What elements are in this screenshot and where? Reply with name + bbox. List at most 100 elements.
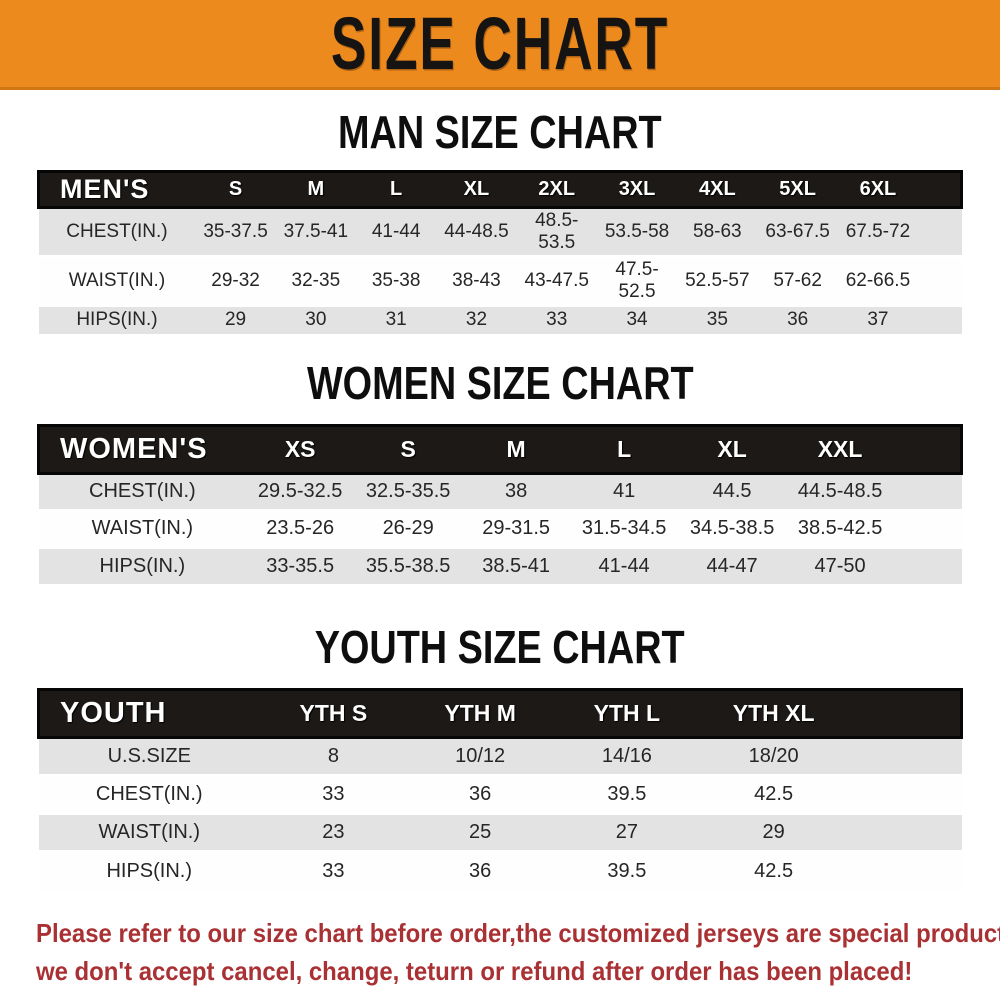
size-value-cell: 62-66.5 (837, 255, 919, 306)
size-value-cell: 29-32 (195, 255, 276, 306)
banner-title: SIZE CHART (330, 1, 670, 86)
size-value-cell: 33 (516, 304, 597, 334)
size-value-cell: 44-47 (678, 545, 787, 584)
size-value-cell: 10/12 (406, 736, 554, 776)
size-column-header: YTH S (260, 688, 407, 739)
size-value-cell: 44.5 (678, 471, 787, 510)
size-value-cell: 35-37.5 (195, 206, 276, 257)
size-value-cell: 41-44 (356, 206, 437, 257)
size-column-header: 5XL (757, 170, 838, 209)
size-value-cell: 30 (275, 304, 356, 334)
size-value-cell: 32 (436, 304, 517, 334)
size-column-header: L (570, 423, 679, 475)
size-value-cell: 35-38 (356, 255, 437, 306)
size-value-cell: 42.5 (700, 774, 848, 814)
size-value-cell: 34.5-38.5 (678, 508, 787, 547)
spacer-cell (894, 508, 962, 547)
size-column-header: 2XL (516, 170, 597, 209)
row-label: WAIST(IN.) (38, 812, 261, 852)
size-value-cell: 29 (700, 812, 848, 852)
spacer-cell (847, 774, 962, 814)
youth-section-heading: YOUTH SIZE CHART (0, 623, 1000, 674)
spacer-cell (918, 255, 962, 306)
size-column-header: L (356, 170, 437, 209)
youth-section-heading-text: YOUTH SIZE CHART (315, 623, 685, 674)
size-value-cell: 36 (406, 774, 554, 814)
size-value-cell: 58-63 (677, 206, 758, 257)
table-row: HIPS(IN.) 33 36 39.5 42.5 (38, 850, 962, 890)
size-value-cell: 57-62 (757, 255, 838, 306)
notice-line-2: we don't accept cancel, change, teturn o… (36, 955, 913, 986)
row-label: WAIST(IN.) (38, 255, 196, 306)
row-label: U.S.SIZE (38, 736, 261, 776)
size-column-header: M (275, 170, 356, 209)
size-value-cell: 35 (677, 304, 758, 334)
table-row: WAIST(IN.) 23 25 27 29 (38, 812, 962, 852)
table-row: U.S.SIZE 8 10/12 14/16 18/20 (38, 736, 962, 776)
spacer-cell (918, 206, 962, 257)
men-section-heading-text: MAN SIZE CHART (338, 108, 662, 159)
size-column-header: 3XL (596, 170, 678, 209)
size-column-header: 4XL (677, 170, 758, 209)
row-label: HIPS(IN.) (38, 304, 196, 334)
size-value-cell: 31.5-34.5 (570, 508, 679, 547)
size-value-cell: 38.5-41 (462, 545, 571, 584)
size-column-header: YTH M (406, 688, 554, 739)
youth-size-section: YOUTH SIZE CHART YOUTH YTH S YTH M YTH L… (0, 623, 1000, 890)
size-value-cell: 32-35 (275, 255, 356, 306)
size-column-header: S (354, 423, 463, 475)
women-size-section: WOMEN SIZE CHART WOMEN'S XS S M L XL XXL (0, 359, 1000, 584)
notice-line-1: Please refer to our size chart before or… (36, 917, 1000, 948)
size-value-cell: 52.5-57 (677, 255, 758, 306)
size-value-cell: 63-67.5 (757, 206, 838, 257)
table-row: HIPS(IN.) 33-35.5 35.5-38.5 38.5-41 41-4… (38, 545, 962, 584)
size-value-cell: 33 (260, 774, 407, 814)
row-label: CHEST(IN.) (38, 774, 261, 814)
womens-table-label: WOMEN'S (37, 423, 247, 475)
size-value-cell: 48.5-53.5 (516, 206, 597, 257)
size-value-cell: 35.5-38.5 (354, 545, 463, 584)
youth-header-row: YOUTH YTH S YTH M YTH L YTH XL (37, 688, 964, 739)
size-value-cell: 18/20 (700, 736, 848, 776)
size-value-cell: 14/16 (553, 736, 701, 776)
spacer-cell (894, 423, 964, 475)
size-value-cell: 31 (356, 304, 437, 334)
size-value-cell: 42.5 (700, 850, 848, 890)
men-size-section: MAN SIZE CHART MEN'S S M L XL 2XL 3XL 4X… (0, 108, 1000, 334)
spacer-cell (847, 850, 962, 890)
size-value-cell: 36 (757, 304, 838, 334)
spacer-cell (918, 170, 964, 209)
spacer-cell (847, 812, 962, 852)
size-value-cell: 37.5-41 (275, 206, 356, 257)
women-section-heading: WOMEN SIZE CHART (0, 359, 1000, 410)
size-value-cell: 37 (837, 304, 919, 334)
size-value-cell: 36 (406, 850, 554, 890)
size-value-cell: 23 (260, 812, 407, 852)
size-column-header: 6XL (837, 170, 919, 209)
men-section-heading: MAN SIZE CHART (0, 108, 1000, 159)
youth-table-label: YOUTH (37, 688, 261, 739)
size-value-cell: 29-31.5 (462, 508, 571, 547)
youth-size-table: YOUTH YTH S YTH M YTH L YTH XL U.S.SIZE … (37, 688, 964, 890)
size-value-cell: 29.5-32.5 (246, 471, 355, 510)
row-label: HIPS(IN.) (38, 545, 247, 584)
table-row: HIPS(IN.) 29 30 31 32 33 34 35 36 37 (38, 304, 962, 334)
size-value-cell: 34 (596, 304, 678, 334)
spacer-cell (894, 545, 962, 584)
size-value-cell: 27 (553, 812, 701, 852)
size-value-cell: 67.5-72 (837, 206, 919, 257)
size-column-header: YTH XL (700, 688, 848, 739)
size-value-cell: 53.5-58 (596, 206, 678, 257)
table-row: CHEST(IN.) 35-37.5 37.5-41 41-44 44-48.5… (38, 206, 962, 257)
row-label: HIPS(IN.) (38, 850, 261, 890)
size-value-cell: 47-50 (786, 545, 895, 584)
banner: SIZE CHART (0, 0, 1000, 90)
womens-size-table: WOMEN'S XS S M L XL XXL CHEST(IN.) 29.5-… (37, 423, 964, 584)
size-value-cell: 39.5 (553, 850, 701, 890)
size-value-cell: 33-35.5 (246, 545, 355, 584)
womens-header-row: WOMEN'S XS S M L XL XXL (37, 423, 964, 475)
size-column-header: XS (246, 423, 355, 475)
table-row: CHEST(IN.) 33 36 39.5 42.5 (38, 774, 962, 814)
size-value-cell: 8 (260, 736, 407, 776)
